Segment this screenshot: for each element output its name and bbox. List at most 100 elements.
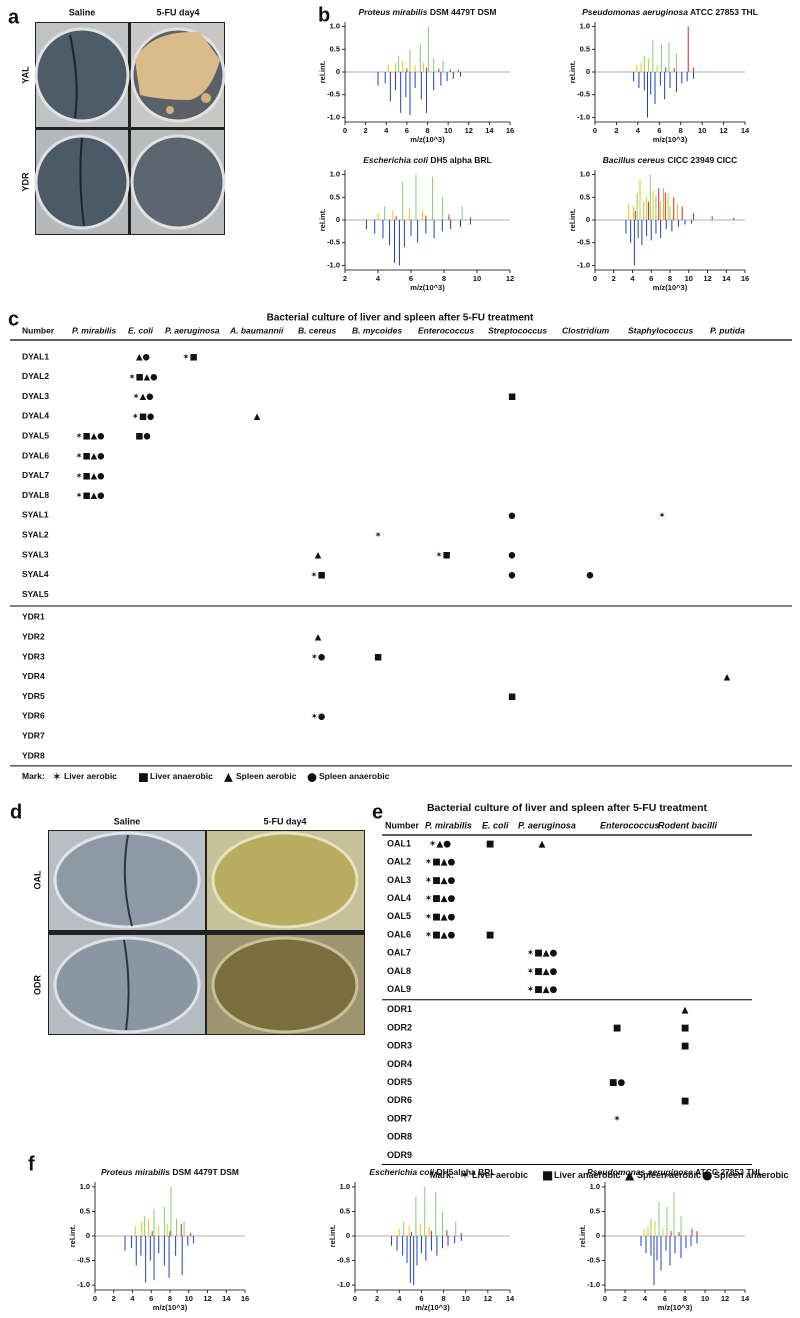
chart-title: Proteus mirabilis DSM 4479T DSM: [101, 1167, 239, 1177]
row-label: OAL3: [387, 875, 411, 885]
row-label: ODR8: [387, 1132, 412, 1142]
x-tick-label: 8: [441, 1294, 445, 1303]
row-label: YDR8: [22, 750, 45, 760]
y-tick-label: -0.5: [77, 1256, 90, 1265]
y-tick-label: -1.0: [77, 1280, 90, 1289]
x-tick-label: 16: [741, 274, 749, 283]
x-tick-label: 2: [614, 126, 618, 135]
y-tick-label: 0: [336, 67, 340, 76]
mark-symbols: ▲: [315, 551, 322, 561]
y-tick-label: -0.5: [337, 1256, 350, 1265]
legend-symbol: ✶: [52, 769, 62, 783]
panel-label: e: [372, 801, 383, 823]
legend-label: Spleen anaerobic: [319, 771, 390, 781]
mark-symbols: ✶■▲●: [75, 452, 104, 462]
mark-symbols: ✶▲●: [132, 392, 153, 402]
x-tick-label: 0: [353, 1294, 357, 1303]
title-species: Escherichia coli: [369, 1167, 434, 1177]
mark-symbols: ■●: [135, 432, 150, 442]
x-tick-label: 8: [668, 274, 672, 283]
panel-label: b: [318, 4, 330, 26]
mark-symbols: ✶■●: [132, 412, 155, 422]
mark-symbols: ✶■▲●: [425, 931, 456, 941]
row-label: ODR6: [387, 1095, 412, 1105]
y-axis-label: rel.int.: [68, 1225, 77, 1248]
x-tick-label: 10: [185, 1294, 193, 1303]
x-tick-label: 0: [343, 126, 347, 135]
mark-symbols: ✶■▲●: [425, 858, 456, 868]
mark-symbols: ✶■▲●: [425, 912, 456, 922]
x-tick-label: 6: [419, 1294, 423, 1303]
mark-symbols: ●: [508, 551, 515, 561]
mark-symbols: ●: [586, 570, 593, 580]
y-axis-label: rel.int.: [328, 1225, 337, 1248]
legend-label: Liver anaerobic: [150, 771, 213, 781]
mark-symbols: ■: [681, 1024, 690, 1034]
x-tick-label: 2: [623, 1294, 627, 1303]
mark-symbols: ✶■▲●: [527, 985, 558, 995]
mark-symbols: ✶●: [311, 712, 326, 722]
column-header: P. mirabilis: [425, 820, 472, 830]
y-tick-label: 1.0: [590, 1182, 600, 1191]
x-tick-label: 10: [444, 126, 452, 135]
column-header: Enterococcus: [600, 820, 660, 830]
row-label: ODR3: [387, 1041, 412, 1051]
x-tick-label: 12: [703, 274, 711, 283]
mark-symbols: ■: [374, 653, 382, 663]
mark-symbols: ✶■▲●: [75, 432, 104, 442]
chart-title: Pseudomonas aeruginosa ATCC 27853 THL: [582, 7, 758, 17]
y-axis-label: rel.int.: [568, 209, 577, 232]
legend-symbol: ●: [702, 1168, 712, 1182]
mark-symbols: ▲: [724, 672, 731, 682]
x-tick-label: 4: [636, 126, 641, 135]
row-label: YAL: [20, 66, 30, 84]
y-tick-label: 0: [336, 215, 340, 224]
x-tick-label: 6: [149, 1294, 153, 1303]
x-tick-label: 6: [409, 274, 413, 283]
x-tick-label: 6: [657, 126, 661, 135]
x-tick-label: 2: [375, 1294, 379, 1303]
x-tick-label: 0: [593, 126, 597, 135]
y-tick-label: 0: [86, 1231, 90, 1240]
row-label: YDR7: [22, 730, 45, 740]
y-axis-label: rel.int.: [318, 209, 327, 232]
mark-symbols: ✶■▲●: [527, 967, 558, 977]
column-header: E. coli: [482, 820, 509, 830]
legend-label: Spleen aerobic: [236, 771, 297, 781]
chart-title: Escherichia coli DH5 alpha BRL: [363, 155, 492, 165]
y-tick-label: 0.5: [580, 44, 590, 53]
x-axis-label: m/z(10^3): [410, 135, 445, 144]
y-tick-label: -0.5: [577, 90, 590, 99]
y-tick-label: 0.5: [330, 192, 340, 201]
x-tick-label: 4: [130, 1294, 135, 1303]
mark-symbols: ■: [681, 1096, 690, 1106]
row-label: OAL6: [387, 929, 411, 939]
column-label: Saline: [69, 7, 96, 17]
y-tick-label: -0.5: [327, 90, 340, 99]
column-header: P. aeruginosa: [518, 820, 576, 830]
y-tick-label: 0.5: [340, 1206, 350, 1215]
x-tick-label: 16: [241, 1294, 249, 1303]
row-label: DYAL2: [22, 371, 49, 381]
legend-title: Mark:: [430, 1170, 454, 1180]
x-tick-label: 6: [663, 1294, 667, 1303]
column-header: B. mycoides: [352, 325, 402, 335]
column-header: Rodent bacilli: [658, 820, 718, 830]
row-label: OAL1: [387, 838, 411, 848]
title-species: Escherichia coli: [363, 155, 428, 165]
row-label: DYAL7: [22, 470, 49, 480]
mark-symbols: ■: [613, 1024, 622, 1034]
y-tick-label: -0.5: [587, 1256, 600, 1265]
title-strain: ATCC 27853 THL: [695, 1167, 763, 1177]
row-label: SYAL4: [22, 569, 49, 579]
x-tick-label: 10: [698, 126, 706, 135]
mark-symbols: ▲: [682, 1005, 689, 1015]
x-tick-label: 0: [593, 274, 597, 283]
title-strain: DSM 4479T DSM: [172, 1167, 239, 1177]
x-tick-label: 10: [473, 274, 481, 283]
mark-symbols: ✶■▲●: [425, 876, 456, 886]
legend-symbol: ▲: [224, 769, 233, 783]
x-axis-label: m/z(10^3): [653, 283, 688, 292]
row-label: DYAL3: [22, 391, 49, 401]
